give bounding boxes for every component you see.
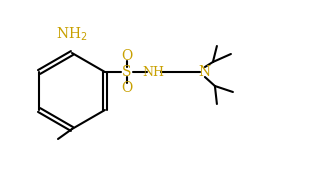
Text: NH$_2$: NH$_2$ [56,25,88,43]
Text: S: S [122,65,132,79]
Text: O: O [121,81,133,95]
Text: O: O [121,49,133,63]
Text: NH: NH [142,66,164,79]
Text: N: N [199,65,211,79]
